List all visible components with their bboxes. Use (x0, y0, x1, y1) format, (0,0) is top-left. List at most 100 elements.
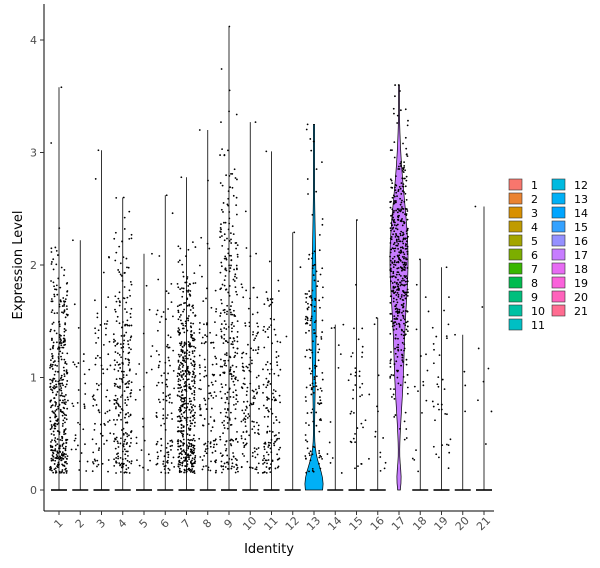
data-point (60, 358, 63, 361)
data-point (55, 341, 58, 344)
data-point (230, 377, 233, 380)
data-point (206, 287, 208, 290)
data-point (178, 415, 180, 418)
data-point (72, 405, 75, 408)
data-point (115, 406, 117, 408)
data-point (204, 334, 207, 336)
data-point (58, 447, 61, 450)
violin-cluster-10 (242, 122, 259, 491)
violin-cluster-9 (221, 26, 237, 491)
data-point (53, 360, 56, 362)
data-point (61, 352, 64, 354)
data-point (179, 409, 182, 412)
data-point (422, 384, 425, 387)
data-point (223, 239, 226, 242)
data-point (354, 467, 356, 470)
data-point (198, 437, 201, 440)
data-point (57, 370, 59, 373)
data-point (391, 257, 394, 260)
legend-label: 13 (574, 193, 588, 206)
data-point (232, 396, 235, 398)
data-point (128, 346, 130, 349)
data-point (170, 301, 173, 303)
data-point (186, 277, 189, 280)
data-point (279, 446, 282, 449)
data-point (228, 417, 231, 420)
data-point (177, 368, 180, 370)
violin-cluster-12 (284, 232, 301, 491)
data-point (228, 270, 231, 273)
data-point (157, 381, 160, 384)
data-point (406, 237, 408, 240)
data-point (406, 283, 408, 286)
data-point (182, 359, 184, 362)
data-point (357, 465, 359, 468)
data-point (62, 457, 65, 460)
x-tick-label: 10 (240, 514, 259, 533)
legend-swatch (508, 234, 523, 247)
data-point (315, 320, 317, 322)
data-point (402, 317, 405, 319)
data-point (73, 439, 76, 442)
data-point (306, 440, 309, 443)
data-point (179, 406, 182, 409)
data-point (308, 253, 311, 256)
data-point (192, 462, 195, 465)
data-point (361, 356, 363, 358)
data-point (63, 369, 66, 372)
data-point (198, 364, 201, 367)
data-point (268, 372, 271, 375)
data-point (177, 439, 180, 441)
data-point (183, 359, 186, 362)
data-point (405, 291, 408, 294)
data-point (402, 242, 405, 245)
data-point (178, 304, 181, 307)
data-point (233, 403, 235, 406)
data-point (130, 381, 133, 384)
data-point (171, 441, 174, 443)
data-point (315, 375, 318, 378)
data-point (396, 346, 398, 349)
data-point (389, 276, 392, 278)
data-point (399, 203, 402, 206)
data-point (158, 353, 160, 356)
data-point (394, 95, 396, 98)
data-point (361, 394, 363, 396)
data-point (391, 247, 394, 250)
data-point (277, 355, 280, 357)
data-point (220, 465, 223, 468)
data-point (399, 162, 402, 165)
data-point (425, 399, 428, 402)
data-point (394, 189, 397, 192)
data-point (391, 214, 394, 217)
data-point (156, 309, 159, 312)
data-point (315, 335, 318, 338)
data-point (66, 308, 68, 310)
data-point (355, 283, 357, 286)
data-point (219, 411, 222, 414)
data-point (192, 437, 195, 440)
data-point (304, 439, 307, 442)
data-point (389, 263, 392, 266)
data-point (194, 375, 197, 377)
data-point (401, 167, 404, 170)
data-point (205, 465, 207, 467)
data-point (199, 456, 202, 458)
data-point (400, 266, 403, 269)
data-point (279, 341, 282, 344)
data-point (116, 440, 119, 443)
data-point (210, 460, 212, 463)
data-point (65, 313, 68, 316)
data-point (310, 349, 312, 352)
data-point (246, 400, 249, 403)
data-point (205, 374, 208, 377)
data-point (124, 421, 127, 424)
data-point (205, 452, 208, 455)
data-point (179, 463, 181, 466)
data-point (60, 355, 62, 358)
data-point (194, 386, 196, 389)
x-tick-label: 1 (52, 517, 66, 531)
data-point (122, 433, 125, 436)
data-point (114, 383, 117, 386)
data-point (311, 453, 314, 456)
